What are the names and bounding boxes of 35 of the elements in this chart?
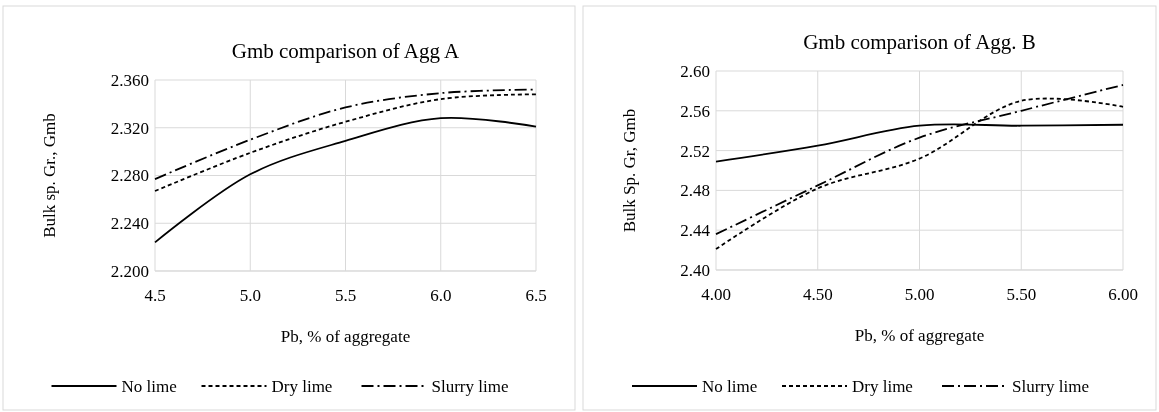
x-axis-title: Pb, % of aggregate — [280, 327, 411, 346]
line-series — [154, 116, 537, 244]
x-tick-label: 5.50 — [1006, 285, 1037, 304]
legend-label: Dry lime — [271, 376, 333, 396]
x-tick-label: 5.5 — [334, 286, 357, 305]
x-tick-label: 4.00 — [701, 285, 731, 304]
x-tick-label: 4.50 — [802, 285, 833, 304]
x-tick-label: 5.0 — [239, 286, 261, 305]
legend-label: Slurry lime — [431, 376, 509, 396]
y-tick-label: 2.320 — [110, 118, 149, 138]
line-series — [154, 93, 537, 192]
x-axis-title: Pb, % of aggregate — [854, 326, 985, 345]
y-tick-label: 2.40 — [680, 260, 710, 280]
x-tick-label: 4.5 — [144, 286, 166, 305]
y-axis-title: Bulk Sp. Gr, Gmb — [620, 108, 639, 233]
x-tick-label: 6.0 — [430, 286, 452, 305]
chart-title: Gmb comparison of Agg A — [231, 39, 461, 63]
chart-title: Gmb comparison of Agg. B — [803, 30, 1036, 54]
x-tick-label: 6.5 — [525, 286, 547, 305]
y-tick-label: 2.240 — [110, 214, 149, 234]
legend-label: No lime — [121, 376, 177, 396]
y-tick-label: 2.360 — [110, 70, 149, 90]
y-tick-label: 2.200 — [110, 261, 149, 281]
legend-label: Dry lime — [852, 376, 913, 396]
y-tick-label: 2.48 — [680, 181, 710, 201]
legend-label: Slurry lime — [1012, 376, 1089, 396]
legend-label: No lime — [702, 376, 758, 396]
y-axis-title: Bulk sp. Gr., Gmb — [40, 113, 59, 238]
y-tick-label: 2.44 — [680, 221, 711, 241]
y-tick-label: 2.56 — [680, 101, 710, 121]
x-tick-label: 5.00 — [904, 285, 935, 304]
x-tick-label: 6.00 — [1108, 285, 1138, 304]
y-tick-label: 2.280 — [110, 166, 149, 186]
y-tick-label: 2.52 — [680, 141, 710, 161]
y-tick-label: 2.60 — [680, 61, 710, 81]
